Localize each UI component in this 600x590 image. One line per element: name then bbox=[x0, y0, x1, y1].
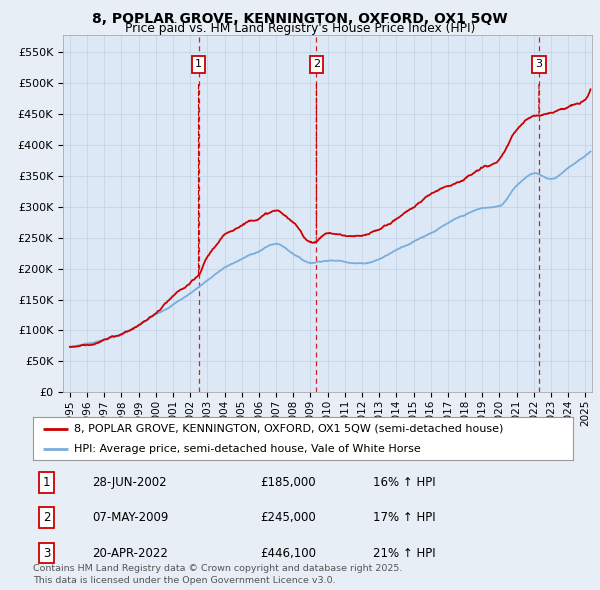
Text: £245,000: £245,000 bbox=[260, 511, 316, 525]
Text: 3: 3 bbox=[43, 546, 50, 560]
Text: Contains HM Land Registry data © Crown copyright and database right 2025.
This d: Contains HM Land Registry data © Crown c… bbox=[33, 564, 403, 585]
Text: HPI: Average price, semi-detached house, Vale of White Horse: HPI: Average price, semi-detached house,… bbox=[74, 444, 420, 454]
Text: 2: 2 bbox=[313, 60, 320, 70]
Text: 8, POPLAR GROVE, KENNINGTON, OXFORD, OX1 5QW: 8, POPLAR GROVE, KENNINGTON, OXFORD, OX1… bbox=[92, 12, 508, 26]
Text: 20-APR-2022: 20-APR-2022 bbox=[92, 546, 168, 560]
Text: £446,100: £446,100 bbox=[260, 546, 316, 560]
Text: 1: 1 bbox=[195, 60, 202, 70]
Text: 21% ↑ HPI: 21% ↑ HPI bbox=[373, 546, 436, 560]
Text: £185,000: £185,000 bbox=[260, 476, 316, 489]
Text: 17% ↑ HPI: 17% ↑ HPI bbox=[373, 511, 436, 525]
Text: 07-MAY-2009: 07-MAY-2009 bbox=[92, 511, 169, 525]
Text: 16% ↑ HPI: 16% ↑ HPI bbox=[373, 476, 436, 489]
Text: 1: 1 bbox=[43, 476, 50, 489]
Text: 28-JUN-2002: 28-JUN-2002 bbox=[92, 476, 167, 489]
Text: 8, POPLAR GROVE, KENNINGTON, OXFORD, OX1 5QW (semi-detached house): 8, POPLAR GROVE, KENNINGTON, OXFORD, OX1… bbox=[74, 424, 503, 434]
Text: 3: 3 bbox=[535, 60, 542, 70]
Text: Price paid vs. HM Land Registry's House Price Index (HPI): Price paid vs. HM Land Registry's House … bbox=[125, 22, 475, 35]
Text: 2: 2 bbox=[43, 511, 50, 525]
